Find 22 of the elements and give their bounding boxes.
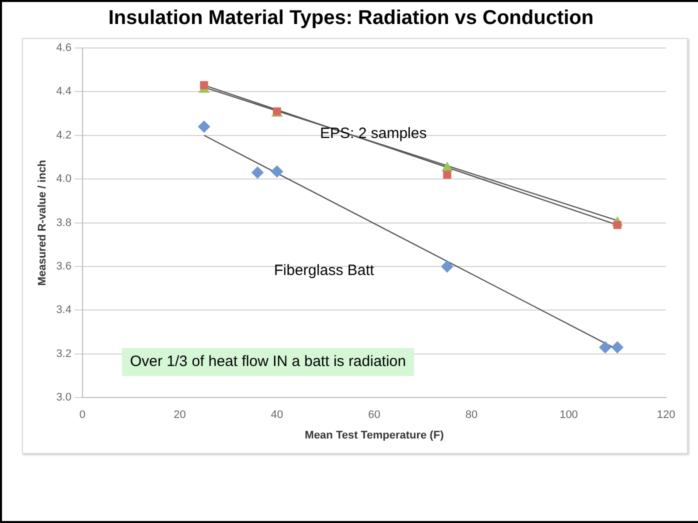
x-tick-label: 60 (368, 409, 380, 422)
y-tick-label: 3.0 (56, 392, 72, 404)
y-tick-label: 3.4 (56, 304, 72, 316)
x-axis-title: Mean Test Temperature (F) (304, 429, 444, 442)
x-tick-label: 20 (174, 409, 186, 422)
y-tick-label: 4.2 (56, 129, 72, 142)
x-tick-label: 40 (270, 409, 284, 422)
annotation: Over 1/3 of heat flow IN a batt is radiation (122, 348, 414, 376)
x-tick-label: 120 (656, 409, 676, 422)
y-axis-title: Measured R-value / inch (36, 160, 49, 286)
chart-title: Insulation Material Types: Radiation vs Conduction (107, 7, 595, 30)
x-tick-label: 0 (79, 409, 86, 422)
y-tick-label: 4.0 (56, 173, 72, 186)
x-tick-label: 100 (560, 409, 578, 422)
y-tick-label: 3.6 (56, 260, 72, 273)
annotation: EPS: 2 samples (320, 125, 427, 143)
x-tick-label: 80 (465, 409, 478, 422)
annotation: Fiberglass Batt (274, 262, 374, 280)
y-tick-label: 4.6 (56, 42, 72, 54)
y-tick-label: 3.2 (56, 348, 72, 360)
y-tick-label: 4.4 (56, 86, 72, 98)
y-tick-label: 3.8 (56, 216, 72, 229)
